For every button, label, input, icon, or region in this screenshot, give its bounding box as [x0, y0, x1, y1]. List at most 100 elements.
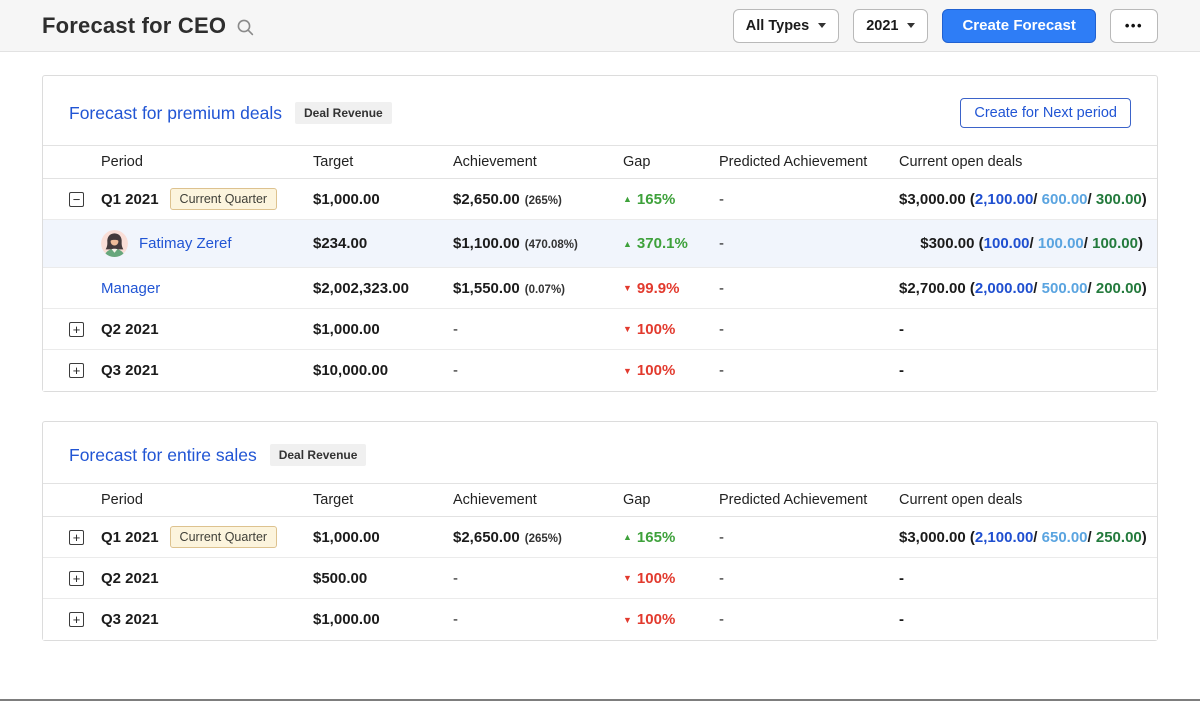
predicted-achievement-value: - — [719, 611, 724, 628]
expand-row-icon[interactable]: + — [69, 321, 84, 337]
deal-revenue-badge: Deal Revenue — [269, 444, 367, 466]
type-filter-dropdown[interactable]: All Types — [732, 8, 840, 43]
open-deals-part: 250.00 — [1095, 528, 1142, 546]
target-value: $234.00 — [313, 235, 368, 252]
predicted-achievement-value: - — [719, 528, 724, 546]
top-bar: Forecast for CEO All Types 2021 Create F… — [0, 0, 1200, 52]
arrow-down-icon: ▼ — [623, 365, 632, 376]
gap-value: 165% — [636, 528, 676, 546]
table-row[interactable]: + Q2 2021 $1,000.00 - ▼ 100% - - — [43, 309, 1157, 350]
forecast-card-premium-deals: Forecast for premium deals Deal Revenue … — [42, 75, 1158, 392]
open-deals-total: $3,000.00 — [899, 190, 970, 208]
predicted-achievement-value: - — [719, 362, 724, 379]
period-label: Q1 2021 — [101, 190, 159, 208]
column-header: Gap — [623, 154, 651, 170]
user-link[interactable]: Manager — [101, 279, 161, 297]
current-quarter-badge: Current Quarter — [169, 188, 278, 210]
achievement-value: $1,100.00 — [453, 235, 520, 252]
expand-row-icon[interactable]: + — [69, 612, 84, 627]
target-value: $1,000.00 — [313, 190, 380, 208]
column-header: Target — [313, 492, 354, 508]
open-deals-separator: / — [1033, 528, 1042, 546]
column-header: Period — [101, 154, 143, 170]
open-deals-value: - — [899, 320, 904, 338]
more-options-button[interactable]: ••• — [1109, 8, 1158, 43]
achievement-value: $2,650.00 — [453, 190, 520, 208]
column-header: Predicted Achievement — [719, 492, 868, 508]
expand-row-icon[interactable]: + — [69, 529, 84, 545]
user-link[interactable]: Fatimay Zeref — [139, 235, 232, 252]
search-icon[interactable] — [236, 18, 255, 37]
open-deals-part: 100.00 — [983, 235, 1030, 252]
achievement-value: $1,550.00 — [453, 279, 520, 297]
predicted-achievement-value: - — [719, 235, 724, 252]
arrow-up-icon: ▲ — [623, 532, 632, 542]
open-deals-separator: / — [1087, 528, 1096, 546]
collapse-row-icon[interactable]: − — [69, 191, 84, 207]
open-deals-part: 100.00 — [1037, 235, 1084, 252]
achievement-percent: (265%) — [524, 532, 562, 545]
card-title-link[interactable]: Forecast for premium deals — [69, 102, 282, 123]
open-deals-part: 2,100.00 — [974, 190, 1034, 208]
target-value: $10,000.00 — [313, 362, 389, 379]
arrow-down-icon: ▼ — [623, 324, 632, 334]
target-value: $500.00 — [313, 569, 368, 587]
deal-revenue-badge: Deal Revenue — [295, 102, 392, 124]
type-filter-value: All Types — [745, 17, 810, 34]
open-deals-paren: ( — [969, 528, 975, 546]
open-deals-separator: / — [1087, 190, 1096, 208]
open-deals-part: 200.00 — [1095, 279, 1142, 297]
arrow-up-icon: ▲ — [623, 238, 632, 249]
expand-row-icon[interactable]: + — [69, 570, 84, 586]
table-row[interactable]: + Q3 2021 $1,000.00 - ▼ 100% - - — [43, 599, 1157, 640]
open-deals-part: 600.00 — [1041, 190, 1088, 208]
gap-value: 100% — [636, 362, 676, 379]
gap-value: 100% — [636, 569, 676, 587]
achievement-value: - — [453, 611, 458, 628]
period-label: Q1 2021 — [101, 528, 159, 546]
open-deals-separator: / — [1087, 279, 1096, 297]
arrow-down-icon: ▼ — [623, 573, 632, 583]
open-deals-separator: / — [1083, 235, 1093, 252]
column-header: Achievement — [453, 492, 537, 508]
table-row[interactable]: − Q1 2021 Current Quarter $1,000.00 $2,650.0… — [43, 179, 1157, 220]
predicted-achievement-value: - — [719, 279, 724, 297]
achievement-value: - — [453, 320, 458, 338]
current-quarter-badge: Current Quarter — [169, 526, 278, 548]
open-deals-separator: ) — [1141, 190, 1147, 208]
table-row[interactable]: Fatimay Zeref $234.00 $1,100.00 (470.08%) ▲ 3… — [43, 220, 1157, 268]
target-value: $2,002,323.00 — [313, 279, 409, 297]
open-deals-part: 500.00 — [1041, 279, 1088, 297]
open-deals-separator: ) — [1141, 528, 1147, 546]
target-value: $1,000.00 — [313, 320, 380, 338]
chevron-down-icon — [818, 23, 827, 28]
open-deals-part: 2,100.00 — [974, 528, 1034, 546]
create-next-period-button[interactable]: Create for Next period — [960, 98, 1131, 128]
column-header: Current open deals — [899, 492, 1023, 508]
card-title-link[interactable]: Forecast for entire sales — [69, 444, 257, 465]
open-deals-paren: ( — [978, 235, 984, 252]
target-value: $1,000.00 — [313, 528, 380, 546]
table-row[interactable]: + Q3 2021 $10,000.00 - ▼ 100% - - — [43, 350, 1157, 391]
achievement-percent: (0.07%) — [524, 283, 566, 296]
user-avatar — [101, 230, 128, 257]
predicted-achievement-value: - — [719, 569, 724, 587]
period-label: Q2 2021 — [101, 320, 159, 338]
chevron-down-icon — [907, 23, 916, 28]
table-row[interactable]: Manager $2,002,323.00 $1,550.00 (0.07%) ▼ 99.… — [43, 268, 1157, 309]
gap-value: 100% — [636, 320, 676, 338]
gap-value: 99.9% — [636, 279, 680, 297]
expand-row-icon[interactable]: + — [69, 363, 84, 378]
table-row[interactable]: + Q1 2021 Current Quarter $1,000.00 $2,650.0… — [43, 517, 1157, 558]
open-deals-total: $300.00 — [920, 235, 979, 252]
open-deals-separator: / — [1033, 279, 1042, 297]
year-filter-dropdown[interactable]: 2021 — [853, 8, 929, 43]
open-deals-total: $3,000.00 — [899, 528, 970, 546]
column-header: Achievement — [453, 154, 537, 170]
target-value: $1,000.00 — [313, 611, 380, 628]
create-forecast-button[interactable]: Create Forecast — [942, 8, 1096, 43]
table-row[interactable]: + Q2 2021 $500.00 - ▼ 100% - - — [43, 558, 1157, 599]
open-deals-paren: ( — [969, 279, 975, 297]
open-deals-part: 300.00 — [1095, 190, 1142, 208]
open-deals-paren: ( — [969, 190, 975, 208]
